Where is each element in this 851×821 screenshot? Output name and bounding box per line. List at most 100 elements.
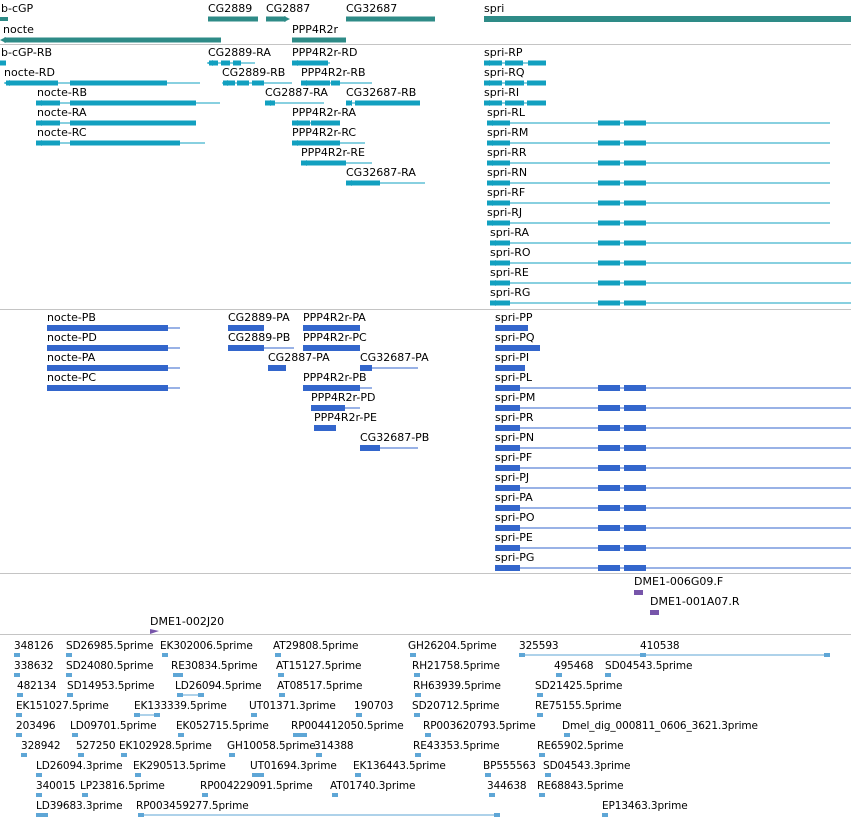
est-label[interactable]: AT08517.5prime xyxy=(277,680,363,692)
transcript-label[interactable]: spri-RO xyxy=(490,246,531,259)
est-label[interactable]: RP004412050.5prime xyxy=(291,720,404,732)
protein-label[interactable]: spri-PA xyxy=(495,491,533,504)
protein-label[interactable]: CG2889-PB xyxy=(228,331,291,344)
transcript-label[interactable]: nocte-RA xyxy=(37,106,87,119)
est-label[interactable]: 527250 xyxy=(76,740,116,752)
transcript-label[interactable]: spri-RM xyxy=(487,126,529,139)
protein-label[interactable]: spri-PR xyxy=(495,411,534,424)
est-label[interactable]: RH63939.5prime xyxy=(413,680,501,692)
est-label[interactable]: 325593 xyxy=(519,640,559,652)
gene-label[interactable]: spri xyxy=(484,2,505,15)
est-label[interactable]: 495468 xyxy=(554,660,594,672)
transcript-label[interactable]: spri-RF xyxy=(487,186,526,199)
est-label[interactable]: SD24080.5prime xyxy=(66,660,154,672)
est-label[interactable]: EK290513.5prime xyxy=(133,760,226,772)
transcript-label[interactable]: CG32687-RB xyxy=(346,86,417,99)
est-label[interactable]: GH26204.5prime xyxy=(408,640,497,652)
est-label[interactable]: EK136443.5prime xyxy=(353,760,446,772)
protein-label[interactable]: spri-PO xyxy=(495,511,535,524)
gene-label[interactable]: CG32687 xyxy=(346,2,398,15)
transcript-label[interactable]: spri-RQ xyxy=(484,66,525,79)
est-label[interactable]: RH21758.5prime xyxy=(412,660,500,672)
est-label[interactable]: 338632 xyxy=(14,660,54,672)
transcript-label[interactable]: CG2889-RB xyxy=(222,66,286,79)
protein-label[interactable]: spri-PL xyxy=(495,371,533,384)
probe-label[interactable]: DME1-006G09.F xyxy=(634,575,724,588)
transcript-label[interactable]: spri-RE xyxy=(490,266,529,279)
transcript-label[interactable]: spri-RA xyxy=(490,226,529,239)
est-label[interactable]: SD04543.3prime xyxy=(543,760,631,772)
transcript-label[interactable]: spri-RR xyxy=(487,146,527,159)
gene-label[interactable]: CG2889 xyxy=(208,2,253,15)
transcript-label[interactable]: PPP4R2r-RC xyxy=(292,126,357,139)
transcript-label[interactable]: PPP4R2r-RB xyxy=(301,66,366,79)
protein-label[interactable]: nocte-PD xyxy=(47,331,97,344)
transcript-label[interactable]: CG2889-RA xyxy=(208,46,271,59)
transcript-label[interactable]: b-cGP-RB xyxy=(1,46,53,59)
protein-label[interactable]: spri-PG xyxy=(495,551,535,564)
gene-label[interactable]: b-cGP xyxy=(1,2,34,15)
est-label[interactable]: RE75155.5prime xyxy=(535,700,622,712)
est-label[interactable]: RP003620793.5prime xyxy=(423,720,536,732)
transcript-label[interactable]: PPP4R2r-RE xyxy=(301,146,365,159)
protein-label[interactable]: nocte-PA xyxy=(47,351,96,364)
est-label[interactable]: BP555563 xyxy=(483,760,536,772)
transcript-label[interactable]: spri-RL xyxy=(487,106,526,119)
est-label[interactable]: UT01694.3prime xyxy=(250,760,337,772)
protein-label[interactable]: spri-PP xyxy=(495,311,533,324)
est-label[interactable]: SD26985.5prime xyxy=(66,640,154,652)
est-label[interactable]: 190703 xyxy=(354,700,394,712)
gene-label[interactable]: CG2887 xyxy=(266,2,311,15)
est-label[interactable]: 348126 xyxy=(14,640,54,652)
est-label[interactable]: 328942 xyxy=(21,740,61,752)
est-label[interactable]: EK133339.5prime xyxy=(134,700,227,712)
transcript-label[interactable]: PPP4R2r-RD xyxy=(292,46,358,59)
est-label[interactable]: LD26094.5prime xyxy=(175,680,262,692)
transcript-label[interactable]: spri-RG xyxy=(490,286,531,299)
protein-label[interactable]: spri-PQ xyxy=(495,331,535,344)
est-label[interactable]: 203496 xyxy=(16,720,56,732)
transcript-label[interactable]: spri-RP xyxy=(484,46,523,59)
est-label[interactable]: SD14953.5prime xyxy=(67,680,155,692)
est-label[interactable]: RP004229091.5prime xyxy=(200,780,313,792)
est-label[interactable]: 314388 xyxy=(314,740,354,752)
transcript-label[interactable]: nocte-RC xyxy=(37,126,87,139)
est-label[interactable]: EK151027.5prime xyxy=(16,700,109,712)
protein-label[interactable]: nocte-PC xyxy=(47,371,97,384)
transcript-label[interactable]: CG32687-RA xyxy=(346,166,416,179)
protein-label[interactable]: nocte-PB xyxy=(47,311,96,324)
transcript-label[interactable]: PPP4R2r-RA xyxy=(292,106,357,119)
est-label[interactable]: RE65902.5prime xyxy=(537,740,624,752)
protein-label[interactable]: spri-PI xyxy=(495,351,530,364)
est-label[interactable]: LP23816.5prime xyxy=(80,780,165,792)
est-label[interactable]: 482134 xyxy=(17,680,57,692)
protein-label[interactable]: PPP4R2r-PD xyxy=(311,391,376,404)
transcript-label[interactable]: CG2887-RA xyxy=(265,86,328,99)
est-label[interactable]: LD26094.3prime xyxy=(36,760,123,772)
protein-label[interactable]: CG2889-PA xyxy=(228,311,290,324)
est-label[interactable]: SD21425.5prime xyxy=(535,680,623,692)
protein-label[interactable]: PPP4R2r-PB xyxy=(303,371,367,384)
protein-label[interactable]: CG32687-PB xyxy=(360,431,430,444)
protein-label[interactable]: CG32687-PA xyxy=(360,351,429,364)
est-label[interactable]: UT01371.3prime xyxy=(249,700,336,712)
est-label[interactable]: Dmel_dig_000811_0606_3621.3prime xyxy=(562,720,758,732)
est-label[interactable]: AT15127.5prime xyxy=(276,660,362,672)
est-label[interactable]: 344638 xyxy=(487,780,527,792)
protein-label[interactable]: spri-PE xyxy=(495,531,533,544)
protein-label[interactable]: CG2887-PA xyxy=(268,351,330,364)
est-label[interactable]: RE30834.5prime xyxy=(171,660,258,672)
gene-label[interactable]: PPP4R2r xyxy=(292,23,339,36)
est-label[interactable]: SD04543.5prime xyxy=(605,660,693,672)
est-label[interactable]: AT01740.3prime xyxy=(330,780,416,792)
est-label[interactable]: RE43353.5prime xyxy=(413,740,500,752)
transcript-label[interactable]: spri-RN xyxy=(487,166,528,179)
probe-label[interactable]: DME1-001A07.R xyxy=(650,595,740,608)
est-label[interactable]: 410538 xyxy=(640,640,680,652)
est-label[interactable]: EP13463.3prime xyxy=(602,800,688,812)
protein-label[interactable]: spri-PM xyxy=(495,391,536,404)
protein-label[interactable]: PPP4R2r-PC xyxy=(303,331,367,344)
est-label[interactable]: GH10058.5prime xyxy=(227,740,316,752)
est-label[interactable]: RE68843.5prime xyxy=(537,780,624,792)
gene-label[interactable]: nocte xyxy=(3,23,34,36)
